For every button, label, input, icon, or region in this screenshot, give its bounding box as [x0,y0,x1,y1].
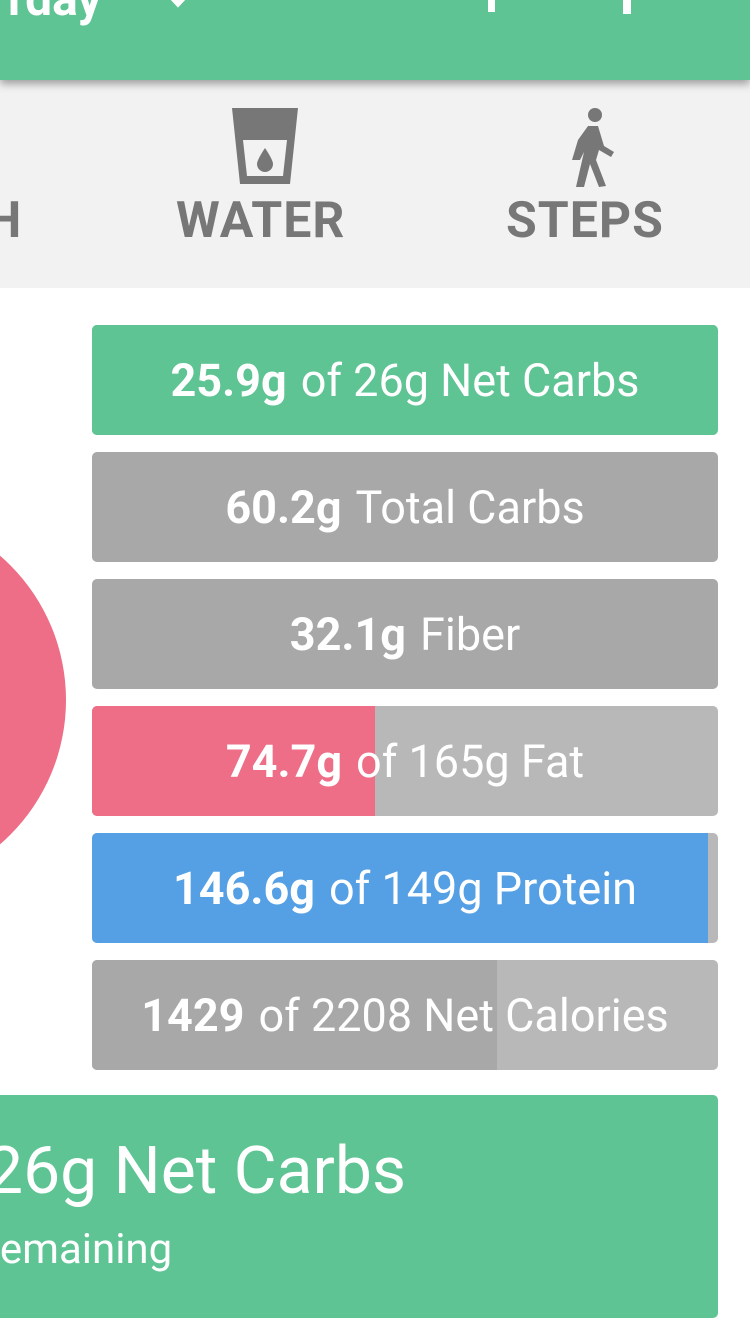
bar-label: Fiber [420,607,521,661]
bar-label: of 26g Net Carbs [300,353,640,407]
remaining-subtitle: remaining [0,1225,173,1274]
macro-bar: 60.2g Total Carbs [92,452,718,562]
bar-fill [92,833,708,943]
bar-text: 1429 of 2208 Net Calories [92,960,718,1070]
macro-bar: 25.9g of 26g Net Carbs [92,325,718,435]
macro-bar: 1429 of 2208 Net Calories [92,960,718,1070]
icon[interactable] [488,0,495,12]
top-bar: rday [0,0,750,80]
tab-icons [232,108,614,187]
macro-pie [0,555,66,845]
bar-text: 32.1g Fiber [92,579,718,689]
toolbar-icons [165,0,631,14]
bar-fill [92,960,498,1070]
macro-bar: 32.1g Fiber [92,579,718,689]
icon[interactable] [623,0,631,14]
chevron[interactable] [165,0,191,8]
bar-amount: 1429 [141,988,245,1042]
day-selector[interactable]: rday [8,0,102,27]
bar-text: 60.2g Total Carbs [92,452,718,562]
bar-amount: 146.6g [172,861,315,915]
tab[interactable]: WATER [176,192,346,250]
water-drop [257,148,273,172]
bar-label: Total Carbs [355,480,585,534]
macro-bar: 146.6g of 149g Protein [92,833,718,943]
remaining-card: 26g Net Carbs remaining [0,1095,718,1318]
pie-slice [0,555,66,845]
bar-text: 74.7g of 165g Fat [92,706,718,816]
bar-amount: 74.7g [225,734,343,788]
bar-text: 146.6g of 149g Protein [92,833,718,943]
remaining-title: 26g Net Carbs [0,1133,407,1210]
bar-label: of 2208 Net Calories [258,988,669,1042]
macro-bar: 74.7g of 165g Fat [92,706,718,816]
tab[interactable]: STEPS [506,192,664,250]
bar-fill [92,706,376,816]
bar-label: of 165g Fat [356,734,585,788]
bar-text: 25.9g of 26g Net Carbs [92,325,718,435]
bar-amount: 60.2g [225,480,342,534]
bar-fill [92,325,716,435]
tab-bar: H WATER STEPS [0,80,750,288]
bar-label: of 149g Protein [329,861,638,915]
bar-amount: 25.9g [170,353,287,407]
tab[interactable]: H [0,192,23,250]
macro-bars: 25.9g of 26g Net Carbs 60.2g Total Carbs 32.… [92,325,718,1087]
steps-icon [572,126,614,187]
bar-amount: 32.1g [289,607,406,661]
steps-icon-head [588,108,602,122]
